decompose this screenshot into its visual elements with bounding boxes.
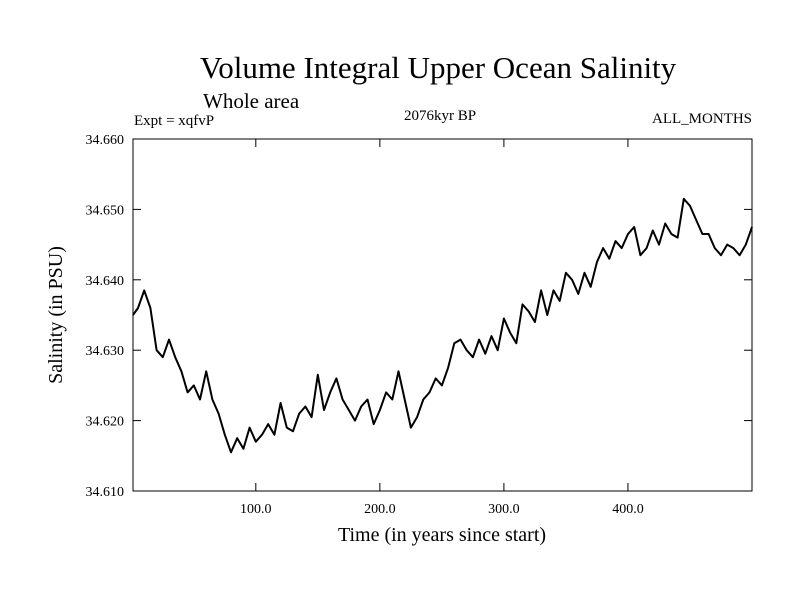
- y-tick-label: 34.630: [86, 344, 125, 359]
- y-axis-label: Salinity (in PSU): [45, 246, 67, 384]
- experiment-label: Expt = xqfvP: [134, 113, 214, 129]
- y-axis: 34.610 34.620 34.630 34.640 34.650 34.660: [86, 133, 752, 500]
- chart-title: Volume Integral Upper Ocean Salinity: [200, 50, 677, 85]
- months-label: ALL_MONTHS: [652, 111, 752, 127]
- y-tick-label: 34.610: [86, 485, 125, 500]
- salinity-series-line: [132, 197, 753, 454]
- x-axis-label: Time (in years since start): [338, 524, 546, 546]
- x-tick-label: 300.0: [488, 502, 520, 517]
- x-tick-label: 100.0: [240, 502, 272, 517]
- y-tick-label: 34.640: [86, 274, 125, 289]
- y-tick-label: 34.660: [86, 133, 125, 148]
- period-label: 2076kyr BP: [404, 108, 476, 124]
- y-tick-label: 34.620: [86, 415, 125, 430]
- chart-subtitle: Whole area: [203, 89, 300, 113]
- x-tick-label: 200.0: [364, 502, 396, 517]
- y-tick-label: 34.650: [86, 203, 125, 218]
- x-axis: 100.0 200.0 300.0 400.0: [240, 139, 644, 517]
- x-tick-label: 400.0: [612, 502, 644, 517]
